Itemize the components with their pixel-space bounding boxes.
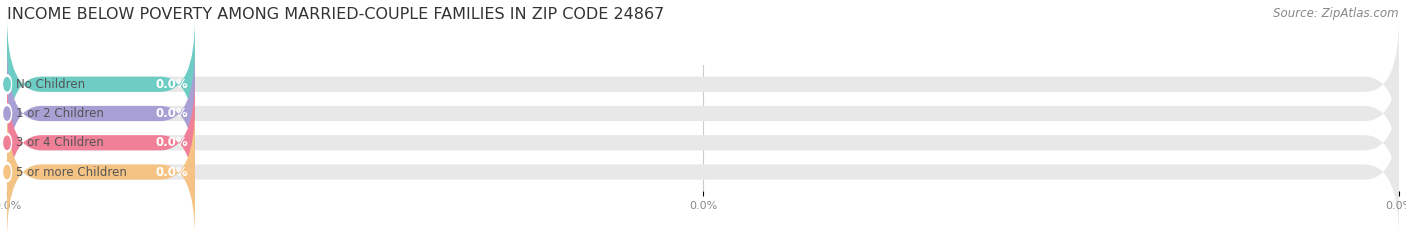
Text: 3 or 4 Children: 3 or 4 Children	[17, 136, 104, 149]
Text: 1 or 2 Children: 1 or 2 Children	[17, 107, 104, 120]
Text: 0.0%: 0.0%	[155, 136, 188, 149]
FancyBboxPatch shape	[7, 106, 1399, 233]
Circle shape	[3, 133, 11, 152]
Text: Source: ZipAtlas.com: Source: ZipAtlas.com	[1274, 7, 1399, 20]
Text: 0.0%: 0.0%	[155, 107, 188, 120]
Circle shape	[4, 107, 10, 120]
FancyBboxPatch shape	[7, 48, 195, 179]
FancyBboxPatch shape	[7, 19, 195, 150]
Circle shape	[4, 78, 10, 91]
FancyBboxPatch shape	[7, 77, 1399, 208]
FancyBboxPatch shape	[7, 48, 1399, 179]
Circle shape	[4, 165, 10, 179]
Text: INCOME BELOW POVERTY AMONG MARRIED-COUPLE FAMILIES IN ZIP CODE 24867: INCOME BELOW POVERTY AMONG MARRIED-COUPL…	[7, 7, 664, 22]
Circle shape	[3, 75, 11, 94]
Text: 0.0%: 0.0%	[155, 165, 188, 178]
FancyBboxPatch shape	[7, 106, 195, 233]
Circle shape	[3, 104, 11, 123]
Circle shape	[4, 136, 10, 149]
Text: 5 or more Children: 5 or more Children	[17, 165, 127, 178]
FancyBboxPatch shape	[7, 77, 195, 208]
Circle shape	[3, 163, 11, 182]
Text: No Children: No Children	[17, 78, 86, 91]
FancyBboxPatch shape	[7, 19, 1399, 150]
Text: 0.0%: 0.0%	[155, 78, 188, 91]
